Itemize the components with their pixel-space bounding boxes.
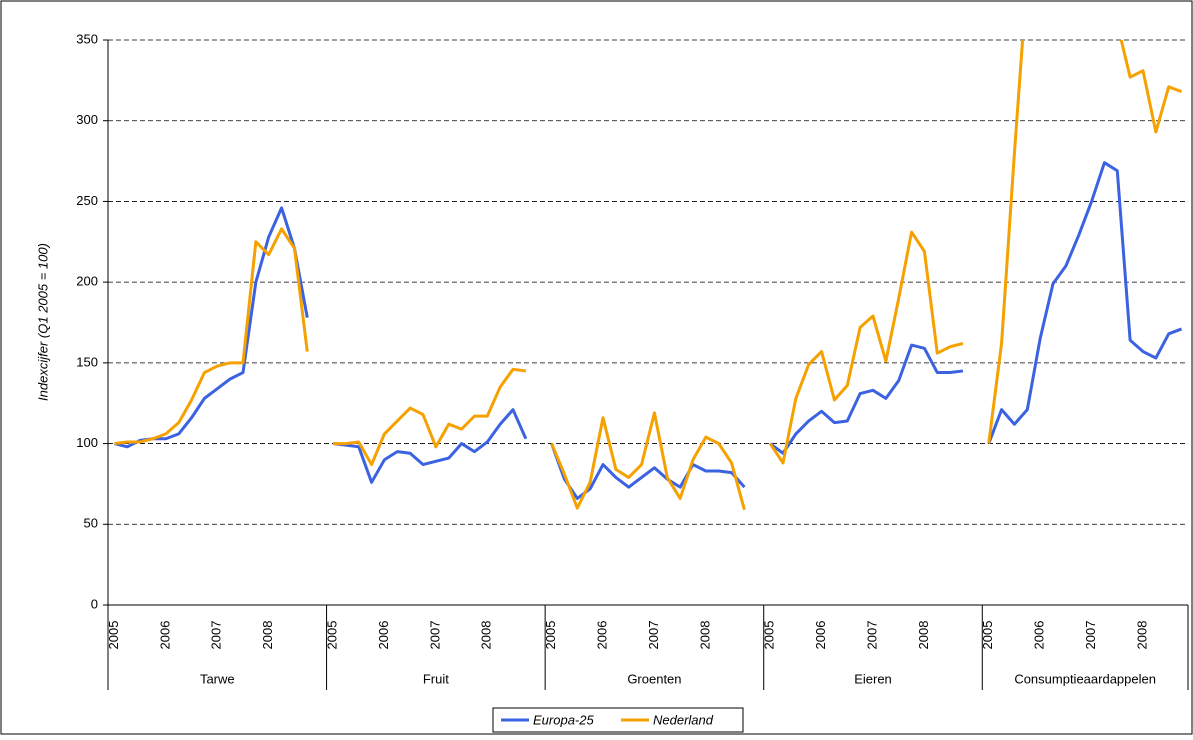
x-tick-label: 2008 (1134, 621, 1149, 650)
legend-label: Europa-25 (533, 712, 594, 727)
x-tick-label: 2008 (479, 621, 494, 650)
x-tick-label: 2008 (916, 621, 931, 650)
x-tick-label: 2008 (697, 621, 712, 650)
y-tick-label: 200 (76, 274, 98, 289)
x-tick-label: 2008 (260, 621, 275, 650)
x-tick-label: 2006 (594, 621, 609, 650)
group-label: Tarwe (200, 671, 235, 686)
x-tick-label: 2006 (376, 621, 391, 650)
x-tick-label: 2006 (813, 621, 828, 650)
x-tick-label: 2005 (980, 621, 995, 650)
x-tick-label: 2005 (106, 621, 121, 650)
group-label: Groenten (627, 671, 681, 686)
x-tick-label: 2007 (209, 621, 224, 650)
series-line (114, 40, 1183, 511)
x-tick-label: 2005 (543, 621, 558, 650)
legend-label: Nederland (653, 712, 714, 727)
y-tick-label: 250 (76, 193, 98, 208)
y-tick-label: 0 (91, 596, 98, 611)
series-line (114, 161, 1183, 500)
x-tick-label: 2006 (1032, 621, 1047, 650)
y-tick-label: 100 (76, 435, 98, 450)
x-tick-label: 2007 (646, 621, 661, 650)
x-tick-label: 2005 (762, 621, 777, 650)
x-tick-label: 2007 (427, 621, 442, 650)
group-label: Fruit (423, 671, 449, 686)
y-tick-label: 50 (84, 516, 98, 531)
plot-area (114, 40, 1183, 511)
x-tick-label: 2007 (864, 621, 879, 650)
group-label: Consumptieaardappelen (1014, 671, 1156, 686)
x-tick-label: 2005 (324, 621, 339, 650)
y-tick-label: 350 (76, 31, 98, 46)
legend-box (492, 707, 744, 733)
y-axis-label: Indexcijfer (Q1 2005 = 100) (35, 243, 50, 401)
y-tick-label: 150 (76, 354, 98, 369)
x-tick-label: 2007 (1083, 621, 1098, 650)
y-tick-label: 300 (76, 112, 98, 127)
group-label: Eieren (854, 671, 892, 686)
x-tick-label: 2006 (157, 621, 172, 650)
